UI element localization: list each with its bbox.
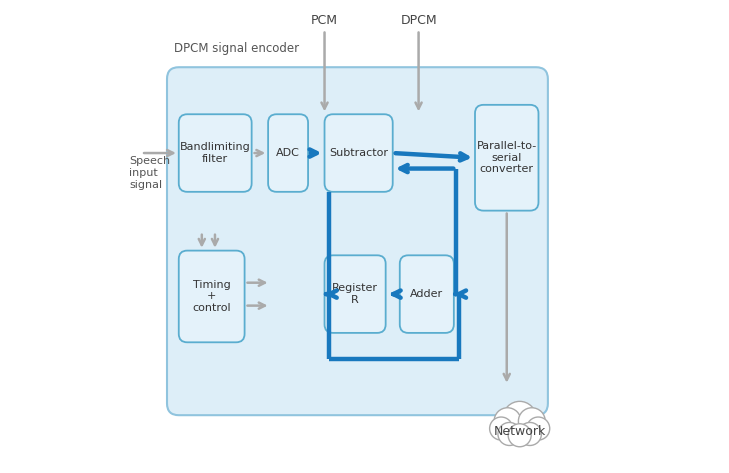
- Text: Register
R: Register R: [332, 283, 378, 305]
- Text: PCM: PCM: [311, 14, 338, 27]
- Text: Speech
input
signal: Speech input signal: [129, 157, 171, 190]
- FancyBboxPatch shape: [324, 114, 393, 192]
- Circle shape: [518, 408, 545, 435]
- Circle shape: [508, 424, 531, 447]
- FancyBboxPatch shape: [167, 67, 548, 415]
- Text: Subtractor: Subtractor: [329, 148, 388, 158]
- Circle shape: [494, 408, 521, 435]
- Text: DPCM: DPCM: [400, 14, 437, 27]
- Circle shape: [518, 422, 542, 446]
- Circle shape: [498, 422, 521, 446]
- FancyBboxPatch shape: [179, 114, 252, 192]
- Text: ADC: ADC: [276, 148, 300, 158]
- Circle shape: [490, 417, 512, 440]
- FancyBboxPatch shape: [475, 105, 539, 210]
- Text: DPCM signal encoder: DPCM signal encoder: [174, 43, 299, 55]
- FancyBboxPatch shape: [179, 251, 245, 342]
- FancyBboxPatch shape: [268, 114, 308, 192]
- Text: Network: Network: [494, 425, 546, 438]
- FancyBboxPatch shape: [399, 255, 454, 333]
- Text: Bandlimiting
filter: Bandlimiting filter: [180, 142, 251, 164]
- Circle shape: [527, 417, 550, 440]
- Text: Parallel-to-
serial
converter: Parallel-to- serial converter: [477, 141, 537, 175]
- Text: Adder: Adder: [410, 289, 443, 299]
- FancyBboxPatch shape: [324, 255, 386, 333]
- Text: Timing
+
control: Timing + control: [192, 280, 231, 313]
- Circle shape: [503, 402, 537, 435]
